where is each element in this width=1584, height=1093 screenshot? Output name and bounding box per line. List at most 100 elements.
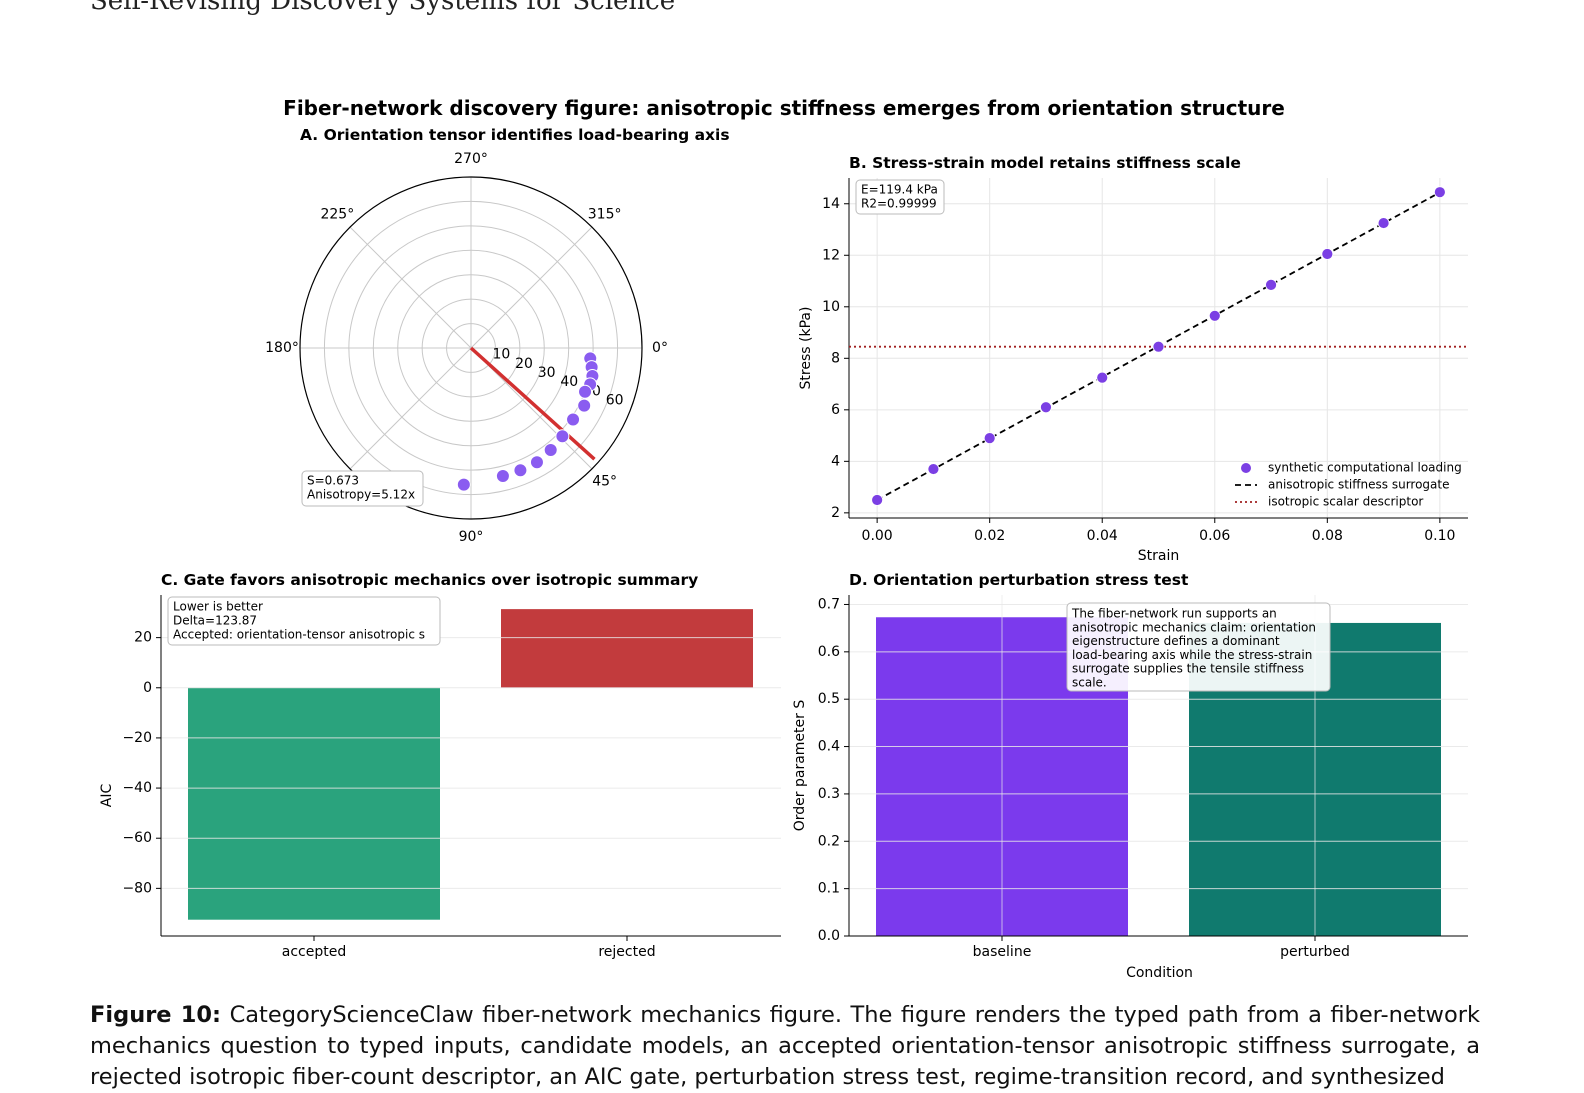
panel-b-x-label: Strain <box>1138 548 1179 564</box>
caption-text: CategoryScienceClaw fiber-network mechan… <box>90 1002 1480 1090</box>
panel-c-y-tick-label: 0 <box>143 680 152 696</box>
polar-radial-tick-label: 20 <box>515 356 533 372</box>
legend-label: synthetic computational loading <box>1268 461 1462 475</box>
orientation-point <box>555 429 570 444</box>
panel-b-x-tick-label: 0.00 <box>862 528 893 544</box>
stress-strain-point <box>1208 309 1221 322</box>
panel-c-annotation-line: Accepted: orientation-tensor anisotropic… <box>173 628 425 642</box>
panel-c-x-tick-label: rejected <box>598 944 655 960</box>
polar-angle-label: 45° <box>592 474 617 490</box>
panel-b-title: B. Stress-strain model retains stiffness… <box>849 154 1241 172</box>
orientation-point <box>566 412 581 427</box>
stress-strain-point <box>1321 248 1334 260</box>
orientation-point <box>529 455 544 470</box>
panel-c-y-tick-label: −80 <box>122 880 152 896</box>
orientation-point <box>495 468 510 483</box>
legend-marker-points <box>1241 463 1251 473</box>
figure-caption: Figure 10: CategoryScienceClaw fiber-net… <box>90 1000 1480 1093</box>
panel-c-annotation-box <box>167 596 441 646</box>
panel-b-annotation-line: R2=0.99999 <box>861 197 937 211</box>
panel-a-annotation-line: S=0.673 <box>307 474 359 488</box>
panel-c-x-tick-label: accepted <box>282 944 346 960</box>
panel-d-y-tick-label: 0.1 <box>818 881 840 897</box>
panel-c-annotation-line: Lower is better <box>173 600 263 614</box>
stress-strain-point <box>1433 186 1446 199</box>
polar-angle-label: 90° <box>459 529 484 545</box>
running-header: Self-Revising Discovery Systems for Scie… <box>90 0 676 16</box>
panel-d-x-label: Condition <box>1126 965 1193 981</box>
aic-bar-rejected <box>501 609 753 688</box>
panel-c-y-tick-label: −60 <box>122 830 152 846</box>
panel-c-y-label: AIC <box>99 784 115 808</box>
stress-strain-point <box>1152 340 1165 353</box>
panel-d-annotation-line: anisotropic mechanics claim: orientation <box>1072 620 1316 634</box>
panel-d-y-tick-label: 0.7 <box>818 596 840 612</box>
polar-angle-label: 315° <box>588 206 622 222</box>
polar-radial-tick-label: 30 <box>538 365 556 381</box>
orientation-point <box>577 398 592 413</box>
panel-b-y-tick-label: 4 <box>831 453 840 469</box>
legend-label: isotropic scalar descriptor <box>1268 495 1423 509</box>
panel-d-title: D. Orientation perturbation stress test <box>849 571 1189 589</box>
panel-d-annotation-line: eigenstructure defines a dominant <box>1072 634 1280 648</box>
panel-d-annotation-line: load-bearing axis while the stress-strai… <box>1072 648 1312 662</box>
panel-d-annotation-line: surrogate supplies the tensile stiffness <box>1072 662 1304 676</box>
panel-d-annotation-line: scale. <box>1072 676 1107 690</box>
polar-angle-label: 0° <box>652 340 668 356</box>
panel-b-annotation-line: E=119.4 kPa <box>861 183 938 197</box>
orientation-point <box>543 443 558 458</box>
polar-angle-label: 225° <box>320 206 354 222</box>
polar-radial-tick-label: 60 <box>606 392 624 408</box>
polar-grid-spoke <box>470 226 593 349</box>
polar-angle-label: 180° <box>265 340 299 356</box>
stress-strain-point <box>871 494 884 506</box>
panel-b-x-tick-label: 0.06 <box>1199 528 1230 544</box>
panel-b-annotation-box <box>855 179 945 215</box>
panel-c-y-tick-label: −40 <box>122 780 152 796</box>
polar-radial-tick-label: 10 <box>492 347 510 363</box>
panel-c-y-tick-label: −20 <box>122 730 152 746</box>
panel-d-x-tick-label: perturbed <box>1280 944 1350 960</box>
panel-d-y-label: Order parameter S <box>792 700 808 832</box>
panel-b-x-tick-label: 0.04 <box>1087 528 1118 544</box>
polar-angle-label: 270° <box>454 151 488 167</box>
stress-strain-point <box>1265 278 1277 291</box>
panel-b-y-tick-label: 12 <box>822 247 840 263</box>
panel-b-y-tick-label: 6 <box>831 402 840 418</box>
polar-outer-ring <box>299 176 643 520</box>
stress-strain-point <box>1096 371 1109 384</box>
panel-d-annotation-line: The fiber-network run supports an <box>1071 607 1277 621</box>
panel-c-title: C. Gate favors anisotropic mechanics ove… <box>161 571 699 589</box>
polar-grid-spoke <box>349 226 472 349</box>
polar-radial-tick-label: 40 <box>560 374 578 390</box>
orientation-point <box>578 384 593 399</box>
orientation-point <box>456 477 471 492</box>
legend-label: anisotropic stiffness surrogate <box>1268 478 1449 492</box>
panel-d-annotation-box <box>1066 602 1331 692</box>
panel-b-x-tick-label: 0.08 <box>1312 528 1343 544</box>
panel-d-x-tick-label: baseline <box>973 944 1032 960</box>
aic-bar-accepted <box>188 687 440 920</box>
stress-strain-point <box>1377 217 1390 229</box>
panel-b-y-label: Stress (kPa) <box>798 307 814 390</box>
panel-d-y-tick-label: 0.3 <box>818 786 840 802</box>
panel-a-annotation-box <box>301 470 424 507</box>
panel-b-y-tick-label: 10 <box>822 299 840 315</box>
panel-d-y-tick-label: 0.5 <box>818 691 840 707</box>
panel-c-y-tick-label: 20 <box>134 630 152 646</box>
panel-c-annotation-line: Delta=123.87 <box>173 614 257 628</box>
panel-d-y-tick-label: 0.6 <box>818 644 840 660</box>
panel-b-y-tick-label: 14 <box>822 196 840 212</box>
panel-a-annotation-line: Anisotropy=5.12x <box>307 488 415 502</box>
panel-a-title: A. Orientation tensor identifies load-be… <box>300 126 730 144</box>
figure-title: Fiber-network discovery figure: anisotro… <box>283 96 1285 120</box>
panel-b-y-tick-label: 8 <box>831 350 840 366</box>
polar-grid-spoke <box>349 347 472 470</box>
principal-axis-line <box>469 346 596 461</box>
stress-strain-point <box>983 432 996 445</box>
panel-b-y-tick-label: 2 <box>831 505 840 521</box>
panel-d-y-tick-label: 0.0 <box>818 928 840 944</box>
caption-label: Figure 10: <box>90 1002 222 1028</box>
panel-d-y-tick-label: 0.4 <box>818 739 840 755</box>
